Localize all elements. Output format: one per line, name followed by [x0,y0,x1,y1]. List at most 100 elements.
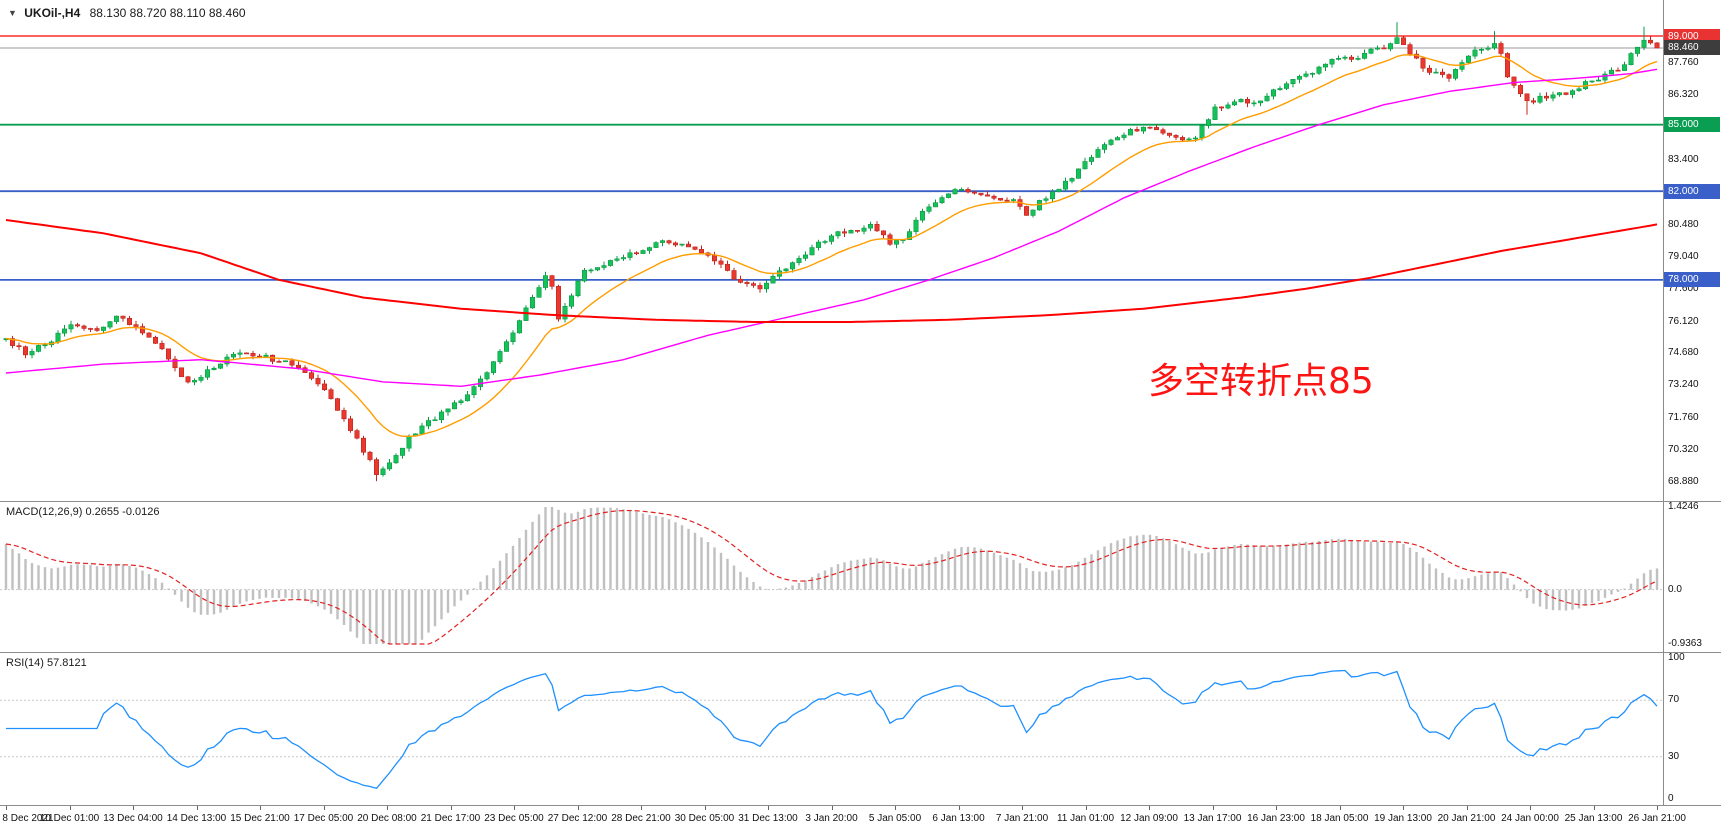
ma-fast-line [5,54,1658,437]
time-axis-label: 14 Dec 13:00 [166,813,227,824]
price-axis-label: 68.880 [1668,476,1699,488]
macd-axis-label: -0.9363 [1668,638,1702,649]
time-tick [577,806,579,810]
price-axis-label: 79.040 [1668,250,1699,262]
price-tag-78.000: 78.000 [1664,272,1720,288]
time-tick [514,806,515,810]
rsi-axis-label: 30 [1668,750,1680,762]
time-axis-label: 16 Jan 23:00 [1247,813,1305,824]
time-axis-label: 18 Jan 05:00 [1310,813,1369,824]
time-axis-label: 7 Jan 21:00 [995,813,1049,824]
price-axis-label: 83.400 [1668,154,1699,166]
price-axis-label: 71.760 [1668,412,1699,424]
rsi-axis-label: 70 [1668,694,1680,706]
time-tick [768,806,769,810]
time-tick [1212,806,1214,810]
time-tick [6,806,7,810]
macd-histogram [4,507,1659,644]
time-axis-label: 11 Jan 01:00 [1056,813,1115,824]
time-axis-label: 19 Jan 13:00 [1374,813,1432,824]
panel-separator [0,805,1721,806]
time-axis-label: 15 Dec 21:00 [230,813,290,824]
time-tick [1339,806,1341,810]
time-tick [1466,806,1468,810]
macd-chart-canvas[interactable] [0,501,1721,652]
price-axis-label: 77.600 [1668,282,1699,294]
price-axis-label: 70.320 [1668,444,1699,456]
time-tick [450,806,452,810]
time-axis[interactable]: 8 Dec 2021 10 Dec 01:00 13 Dec 04:00 14 Dec… [0,805,1721,829]
chart-title-bar: ▼ UKOil-,H4 88.130 88.720 88.110 88.460 [8,6,246,20]
time-tick [1403,806,1404,810]
time-axis-label: 8 Dec 2021 [2,813,54,824]
time-tick [1085,806,1087,810]
price-tag-85.000: 85.000 [1664,117,1720,133]
price-axis-label: 80.480 [1668,218,1699,230]
time-axis-label: 10 Dec 01:00 [39,813,100,824]
price-axis[interactable]: 87.760 86.320 83.400 80.480 79.040 77.600 76.1… [1663,0,1721,805]
ma-slow-line [5,219,1658,323]
time-tick [69,806,71,810]
macd-axis-label: 0.0 [1668,583,1682,595]
time-axis-label: 6 Jan 13:00 [932,813,985,824]
time-tick [133,806,134,810]
time-axis-label: 12 Jan 09:00 [1120,813,1178,824]
time-axis-label: 31 Dec 13:00 [738,813,798,824]
time-tick [895,806,896,810]
panel-separator [0,652,1721,653]
price-axis-label: 73.240 [1668,379,1699,391]
time-axis-label: 23 Dec 05:00 [484,813,544,824]
time-axis-label: 17 Dec 05:00 [293,813,354,824]
time-tick [1657,806,1658,810]
time-axis-label: 25 Jan 13:00 [1564,813,1623,824]
time-tick [1276,806,1277,810]
rsi-chart-canvas[interactable] [0,652,1721,805]
time-tick [387,806,388,810]
time-axis-label: 24 Jan 00:00 [1501,813,1559,824]
annotation-text: 多空转折点85 [1148,361,1374,402]
time-tick [831,806,833,810]
macd-signal-line [5,509,1658,645]
time-axis-label: 26 Jan 21:00 [1628,813,1686,824]
time-axis-label: 20 Dec 08:00 [357,813,417,824]
time-axis-label: 30 Dec 05:00 [674,813,735,824]
macd-axis-label: 1.4246 [1668,501,1699,512]
rsi-line [6,669,1658,790]
symbol-timeframe-label: UKOil-,H4 [24,6,81,20]
time-axis-label: 13 Jan 17:00 [1183,813,1242,824]
time-tick [323,806,325,810]
price-axis-label: 76.120 [1668,315,1699,327]
time-axis-label: 13 Dec 04:00 [103,813,163,824]
price-tag-89.000: 89.000 [1664,28,1720,44]
panel-separator [0,501,1721,502]
ma-medium-line [5,68,1658,388]
time-tick [1530,806,1531,810]
time-axis-label: 21 Dec 17:00 [420,813,481,824]
rsi-axis-label: 100 [1668,652,1685,663]
time-tick [1022,806,1023,810]
time-tick [704,806,706,810]
time-axis-label: 27 Dec 12:00 [547,813,608,824]
time-tick [260,806,261,810]
price-tag-82.000: 82.000 [1664,183,1720,199]
time-tick [958,806,960,810]
candles-layer [3,22,1660,482]
macd-indicator-label: MACD(12,26,9) 0.2655 -0.0126 [6,506,160,518]
time-tick [1593,806,1595,810]
ohlc-values: 88.130 88.720 88.110 88.460 [89,6,246,20]
time-tick [196,806,198,810]
time-axis-label: 20 Jan 21:00 [1437,813,1496,824]
chart-marker-icon: ▼ [8,8,17,18]
time-axis-label: 3 Jan 20:00 [805,813,858,824]
price-axis-border [1663,0,1664,805]
price-axis-label: 74.680 [1668,347,1699,359]
rsi-indicator-label: RSI(14) 57.8121 [6,657,87,669]
main-chart-canvas[interactable] [0,0,1721,501]
price-axis-label: 86.320 [1668,89,1699,101]
rsi-axis-label: 0 [1668,793,1674,804]
price-tag-88.460: 88.460 [1664,40,1720,56]
time-axis-label: 5 Jan 05:00 [868,813,922,824]
price-axis-label: 87.760 [1668,57,1699,69]
time-tick [641,806,642,810]
